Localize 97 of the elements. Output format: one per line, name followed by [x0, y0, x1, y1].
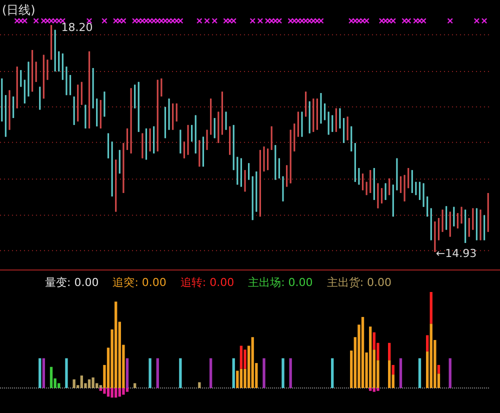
bar — [106, 388, 110, 397]
candlestick — [149, 128, 151, 152]
bar — [426, 335, 429, 352]
bar — [251, 337, 254, 388]
candlestick — [358, 168, 360, 186]
bar — [148, 358, 152, 388]
candlestick — [346, 116, 348, 141]
candlestick — [446, 206, 448, 230]
bar — [289, 358, 292, 388]
bar — [388, 360, 391, 388]
bar — [179, 358, 182, 388]
candlestick — [134, 84, 136, 109]
annotation: ←14.93 — [436, 247, 477, 260]
candlestick — [400, 176, 402, 194]
candlestick — [453, 206, 455, 227]
annotation: 18.20 — [61, 21, 93, 34]
candlestick — [84, 104, 86, 129]
candlestick — [35, 61, 37, 82]
bar — [430, 292, 432, 324]
bar — [72, 379, 76, 388]
candlestick — [370, 170, 372, 194]
candlestick — [80, 81, 82, 106]
candlestick — [214, 118, 216, 139]
candlestick — [339, 108, 341, 129]
bar — [99, 385, 102, 388]
candlestick — [12, 96, 14, 119]
candlestick — [380, 188, 383, 204]
candlestick — [270, 126, 272, 150]
bar — [99, 388, 102, 391]
bar — [156, 358, 159, 388]
candlestick — [286, 164, 288, 188]
bar — [392, 364, 394, 375]
candlestick — [332, 114, 334, 132]
bar — [369, 326, 372, 388]
bar — [232, 358, 235, 388]
text: 追转: 0.00 — [180, 276, 234, 289]
bar — [126, 358, 129, 388]
bar — [134, 383, 136, 388]
bar — [369, 388, 372, 391]
bar — [114, 388, 118, 398]
candlestick — [46, 59, 48, 80]
bar — [92, 377, 94, 388]
bar — [110, 388, 114, 398]
candlestick — [384, 182, 386, 200]
bar — [240, 368, 243, 388]
candlestick — [20, 70, 22, 88]
candlestick — [456, 212, 459, 229]
candlestick — [206, 129, 208, 150]
bar — [50, 366, 53, 388]
bar — [262, 358, 266, 388]
bar — [88, 379, 91, 388]
bar — [240, 346, 243, 369]
candlestick — [418, 181, 421, 200]
candlestick — [442, 209, 444, 232]
bar — [244, 350, 246, 369]
bar — [388, 342, 391, 360]
candlestick — [248, 162, 250, 180]
bar — [122, 388, 125, 395]
bar — [331, 358, 334, 388]
candlestick — [408, 168, 410, 189]
bar — [38, 358, 42, 388]
bar — [282, 358, 284, 388]
candlestick — [24, 79, 26, 104]
bar — [42, 358, 46, 388]
candlestick — [176, 102, 178, 122]
series-label: 追突: 0.00 — [112, 276, 166, 289]
candlestick — [126, 128, 128, 150]
bar — [126, 388, 129, 392]
text: 量变: 0.00 — [45, 276, 99, 289]
bar — [399, 358, 402, 388]
candlestick — [335, 108, 337, 132]
bar — [103, 388, 106, 394]
bar — [114, 302, 118, 388]
bar — [65, 358, 68, 388]
candlestick — [411, 170, 413, 194]
bar — [372, 388, 376, 392]
candlestick — [362, 173, 364, 191]
bar — [361, 316, 364, 388]
text: 主出货: 0.00 — [326, 276, 392, 289]
bar — [448, 358, 452, 388]
bar — [198, 382, 201, 388]
candlestick — [183, 141, 186, 159]
bar — [118, 388, 121, 397]
chart-title: (日线) — [2, 3, 36, 17]
candlestick — [180, 129, 182, 154]
candlestick — [278, 158, 280, 179]
bar — [418, 358, 422, 388]
text: 主出场: 0.00 — [248, 276, 313, 289]
candlestick — [472, 208, 474, 230]
bar — [236, 370, 239, 388]
bar — [430, 324, 432, 388]
bar — [376, 388, 380, 391]
candlestick — [266, 148, 269, 171]
candlestick — [422, 182, 424, 208]
bar — [437, 364, 440, 374]
bar — [80, 376, 83, 388]
bar — [209, 358, 212, 388]
